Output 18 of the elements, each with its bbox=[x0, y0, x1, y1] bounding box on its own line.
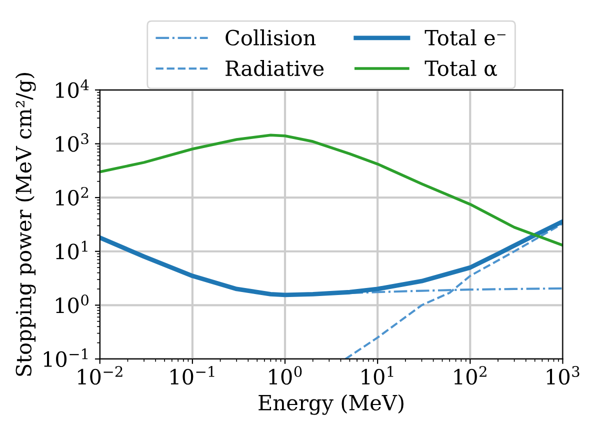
y-tick-label: 10$^{3}$ bbox=[56, 133, 88, 152]
x-axis-title: Energy (MeV) bbox=[258, 394, 404, 415]
y-tick-label: 10$^{−1}$ bbox=[44, 348, 88, 368]
y-axis-title: Stopping power (MeV cm²/g) bbox=[15, 73, 36, 376]
legend-label: Total α bbox=[424, 60, 498, 76]
x-tick-label: 10$^{2}$ bbox=[454, 366, 486, 385]
legend-label: Total e⁻ bbox=[424, 29, 506, 46]
x-tick-label: 10$^{3}$ bbox=[546, 366, 580, 385]
legend-label: Collision bbox=[226, 29, 316, 46]
y-tick-label: 10$^{1}$ bbox=[56, 240, 88, 260]
y-tick-label: 10$^{2}$ bbox=[56, 186, 88, 206]
y-tick-label: 10$^{0}$ bbox=[56, 294, 88, 314]
legend-label: Radiative bbox=[226, 60, 324, 76]
x-tick-label: 10$^{0}$ bbox=[269, 366, 302, 385]
x-tick-label: 10$^{−1}$ bbox=[170, 366, 214, 385]
x-tick-label: 10$^{1}$ bbox=[362, 366, 394, 385]
y-tick-label: 10$^{4}$ bbox=[56, 79, 89, 98]
x-tick-label: 10$^{−2}$ bbox=[78, 366, 122, 385]
